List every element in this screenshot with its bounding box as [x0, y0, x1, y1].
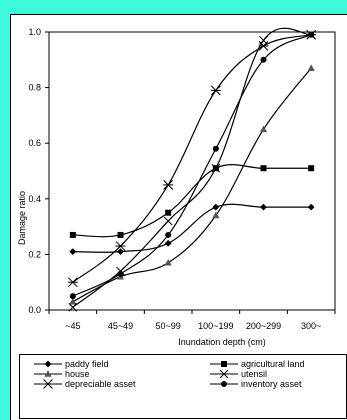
star-marker	[115, 241, 126, 251]
x-axis-label: Inundation depth (cm)	[178, 337, 266, 347]
square-marker	[69, 231, 76, 238]
legend-item: depreciable asset	[34, 378, 136, 389]
legend-item: house	[34, 368, 90, 379]
legend-item: paddy field	[34, 358, 109, 369]
plot-frame	[48, 31, 336, 311]
series-layer	[67, 27, 317, 312]
x-tick-label: 300~	[301, 321, 321, 331]
star-marker	[258, 41, 269, 51]
series-line	[72, 203, 312, 253]
y-tick-label: 0.0	[28, 305, 41, 315]
star-marker	[163, 180, 174, 190]
series-utensil	[68, 27, 316, 312]
chart-panel	[10, 14, 347, 420]
x-tick-label: ~45	[65, 321, 80, 331]
y-tick-label: 0.2	[28, 249, 41, 259]
legend-swatch	[210, 369, 238, 378]
legend-swatch	[34, 378, 62, 389]
circle-marker	[260, 56, 267, 63]
square-marker	[221, 360, 227, 367]
x-marker	[68, 302, 78, 312]
legend-item: utensil	[210, 368, 267, 379]
legend-item: agricultural land	[210, 358, 305, 369]
x-marker	[219, 369, 229, 378]
legend-swatch	[210, 360, 238, 367]
series-line	[72, 34, 312, 283]
y-tick-label: 0.6	[28, 138, 41, 148]
circle-marker	[117, 270, 124, 277]
diamond-marker	[212, 203, 220, 211]
triangle-marker	[259, 125, 268, 133]
diamond-marker	[164, 239, 172, 247]
triangle-marker	[307, 64, 315, 71]
series-house	[69, 64, 315, 305]
legend-label: inventory asset	[241, 378, 302, 389]
series-inventory-asset	[69, 31, 315, 300]
triangle-marker	[212, 211, 220, 219]
series-depreciable-asset	[67, 29, 317, 288]
y-tick-label: 0.4	[28, 194, 41, 204]
star-marker	[67, 277, 78, 288]
triangle-marker	[164, 258, 172, 266]
diamond-marker	[69, 248, 77, 256]
y-axis-label: Damage ratio	[17, 190, 27, 246]
circle-marker	[221, 380, 227, 387]
x-tick-label: 200~299	[246, 321, 281, 331]
triangle-marker	[44, 369, 52, 377]
legend-swatch	[34, 360, 62, 367]
series-paddy-field	[69, 203, 315, 256]
series-line	[72, 164, 312, 238]
star-marker	[210, 85, 221, 96]
x-marker	[163, 216, 173, 226]
star-marker	[43, 378, 53, 389]
diamond-marker	[307, 203, 315, 211]
circle-marker	[308, 31, 315, 38]
circle-marker	[165, 231, 172, 238]
circle-marker	[69, 293, 76, 300]
x-marker	[211, 163, 221, 173]
series-agricultural-land	[69, 164, 315, 238]
legend: paddy field agricultural land house utensil…	[19, 354, 347, 419]
legend-label: agricultural land	[241, 358, 305, 369]
triangle-marker	[69, 297, 77, 305]
legend-swatch	[210, 380, 238, 387]
x-tick-label: 50~99	[156, 321, 181, 331]
x-tick-label: 100~199	[198, 321, 233, 331]
x-tick-label: 45~49	[108, 321, 133, 331]
diamond-marker	[44, 360, 52, 367]
legend-label: utensil	[241, 368, 268, 379]
square-marker	[117, 231, 124, 238]
diamond-marker	[260, 203, 267, 211]
y-tick-label: 0.8	[28, 83, 41, 93]
legend-item: inventory asset	[210, 378, 302, 389]
legend-swatch	[34, 369, 62, 377]
legend-label: house	[65, 368, 90, 379]
square-marker	[165, 209, 172, 216]
axes: 0.0 0.2 0.4 0.6 0.8 1.0 ~45 45~49 50~99 100~199 20…	[28, 27, 336, 331]
y-tick-label: 1.0	[28, 27, 41, 37]
legend-label: depreciable asset	[65, 378, 136, 389]
legend-label: paddy field	[65, 358, 109, 369]
series-line	[72, 67, 312, 303]
circle-marker	[212, 145, 219, 152]
square-marker	[260, 165, 267, 172]
diamond-marker	[117, 248, 124, 256]
square-marker	[308, 165, 315, 172]
